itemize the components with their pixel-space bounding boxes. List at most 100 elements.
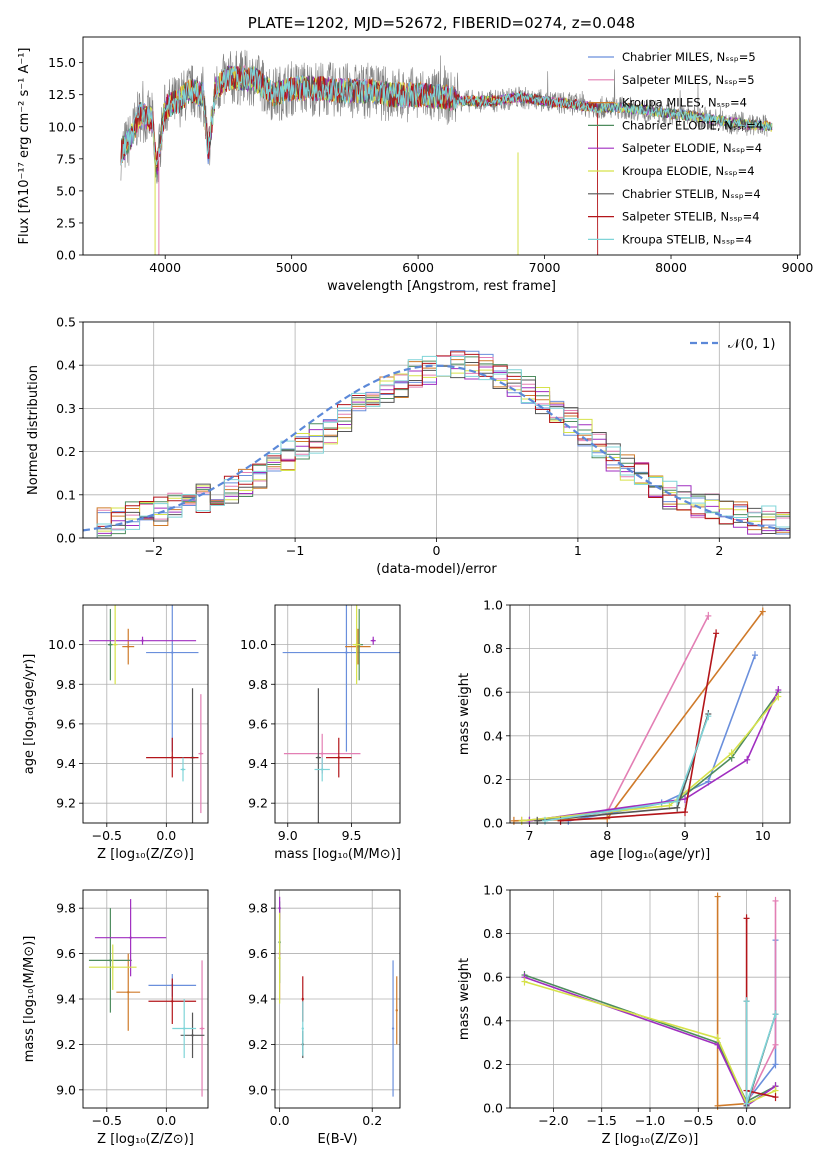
y-tick-label: 0.8 — [483, 641, 503, 656]
axes-frame — [274, 604, 401, 824]
data-point — [181, 768, 185, 771]
x-axis-label: Z [log₁₀(Z/Z⊙)] — [602, 1132, 699, 1147]
x-axis-label: age [log₁₀(age/yr)] — [590, 847, 711, 862]
y-tick-label: 2.5 — [56, 215, 76, 230]
y-tick-label: 0.6 — [483, 685, 503, 700]
x-tick-label: −1.5 — [587, 1113, 617, 1128]
x-tick-label: 0.0 — [156, 828, 176, 843]
data-point — [278, 906, 281, 910]
y-tick-label: 15.0 — [48, 55, 76, 70]
y-tick-label: 0.5 — [56, 315, 76, 330]
x-tick-label: −2 — [144, 543, 162, 558]
model-spectrum-line — [120, 65, 773, 175]
axes-frame — [82, 321, 791, 539]
y-axis-label: mass weight — [457, 958, 472, 1040]
axes-frame — [82, 36, 801, 256]
normal-curve — [83, 364, 790, 532]
series-line — [524, 976, 776, 1107]
data-point — [129, 936, 132, 939]
x-tick-label: 9.5 — [342, 828, 362, 843]
x-tick-label: 9 — [681, 828, 689, 843]
x-tick-label: 8000 — [655, 260, 687, 275]
data-point — [109, 643, 112, 646]
y-tick-label: 9.8 — [248, 901, 268, 916]
legend-label: Chabrier MILES, Nₛₛₚ=5 — [622, 50, 756, 64]
data-point — [200, 1027, 204, 1030]
observed-spectrum — [120, 49, 768, 184]
x-tick-label: −1.0 — [635, 1113, 665, 1128]
x-axis-label: E(B-V) — [317, 1132, 357, 1147]
series-line — [513, 611, 764, 822]
x-tick-label: 0.0 — [156, 1113, 176, 1128]
data-point — [391, 1027, 395, 1030]
x-tick-label: 0.2 — [362, 1113, 382, 1128]
y-tick-label: 0.1 — [56, 487, 76, 502]
y-tick-label: 9.2 — [56, 1037, 76, 1052]
y-tick-label: 0.0 — [483, 816, 503, 831]
data-point — [345, 651, 348, 654]
x-tick-label: 7 — [525, 828, 533, 843]
data-point — [301, 997, 304, 1001]
x-tick-label: 2 — [715, 543, 723, 558]
y-tick-label: 10.0 — [240, 637, 268, 652]
y-tick-label: 9.4 — [56, 992, 76, 1007]
y-tick-label: 10.0 — [48, 119, 76, 134]
legend-label: Kroupa MILES, Nₛₛₚ=4 — [622, 96, 747, 110]
y-axis-label: mass [log₁₀(M/M⊙)] — [22, 936, 37, 1063]
y-tick-label: 1.0 — [483, 883, 503, 898]
y-tick-label: 9.4 — [248, 756, 268, 771]
data-point — [191, 1034, 194, 1037]
data-point — [109, 959, 112, 962]
y-tick-label: 9.2 — [248, 1037, 268, 1052]
x-tick-label: −0.5 — [92, 1113, 122, 1128]
y-tick-label: 9.4 — [248, 992, 268, 1007]
y-tick-label: 0.2 — [56, 444, 76, 459]
x-tick-label: 1 — [574, 543, 582, 558]
x-axis-label: wavelength [Angstrom, rest frame] — [327, 279, 556, 294]
age-vs-Z-panel: −0.5 0.0 9.2 9.4 9.6 9.8 10.0 Z [log₁₀(Z/Z⊙)] ag… — [22, 604, 209, 862]
legend-label: Salpeter ELODIE, Nₛₛₚ=4 — [622, 141, 762, 155]
x-axis-label: mass [log₁₀(M/M⊙)] — [274, 847, 401, 862]
axes-frame — [509, 889, 791, 1109]
y-tick-label: 9.6 — [248, 716, 268, 731]
y-tick-label: 0.8 — [483, 926, 503, 941]
y-tick-label: 12.5 — [48, 87, 76, 102]
data-point — [171, 756, 174, 759]
age-vs-mass-panel: 9.0 9.5 9.2 9.4 9.6 9.8 10.0 mass [log₁₀(M/M⊙)] — [240, 604, 401, 862]
y-tick-label: 9.6 — [56, 946, 76, 961]
data-point — [372, 639, 375, 642]
series-line — [524, 980, 776, 1105]
data-point — [317, 756, 320, 759]
data-point — [301, 1027, 304, 1030]
axes-frame — [274, 889, 401, 1109]
x-tick-label: 9.0 — [278, 828, 298, 843]
data-point — [141, 639, 144, 642]
y-tick-label: 9.0 — [248, 1082, 268, 1097]
axes-frame — [82, 604, 209, 824]
y-tick-label: 0.0 — [56, 531, 76, 546]
x-tick-label: −1 — [286, 543, 304, 558]
series-line — [560, 633, 717, 822]
series-line — [568, 654, 756, 822]
mass-vs-EBV-panel: 0.0 0.2 9.0 9.2 9.4 9.6 9.8 E(B-V) — [248, 889, 401, 1147]
y-tick-label: 0.4 — [56, 358, 76, 373]
y-tick-label: 0.0 — [483, 1101, 503, 1116]
y-axis-label: age [log₁₀(age/yr)] — [22, 654, 37, 775]
y-tick-label: 0.2 — [483, 1057, 503, 1072]
y-tick-label: 7.5 — [56, 151, 76, 166]
chart-title: PLATE=1202, MJD=52672, FIBERID=0274, z=0… — [248, 14, 635, 32]
series-line — [529, 689, 780, 822]
x-tick-label: 0.0 — [270, 1113, 290, 1128]
data-point — [171, 1000, 174, 1003]
y-tick-label: 9.2 — [56, 796, 76, 811]
x-tick-label: 8 — [603, 828, 611, 843]
x-tick-label: 4000 — [149, 260, 181, 275]
y-tick-label: 9.6 — [56, 716, 76, 731]
y-tick-label: 9.6 — [248, 946, 268, 961]
legend-label: Salpeter STELIB, Nₛₛₚ=4 — [622, 210, 760, 224]
y-tick-label: 0.6 — [483, 970, 503, 985]
legend-label: Chabrier STELIB, Nₛₛₚ=4 — [622, 187, 761, 201]
y-tick-label: 9.8 — [56, 677, 76, 692]
data-point — [182, 1027, 186, 1030]
